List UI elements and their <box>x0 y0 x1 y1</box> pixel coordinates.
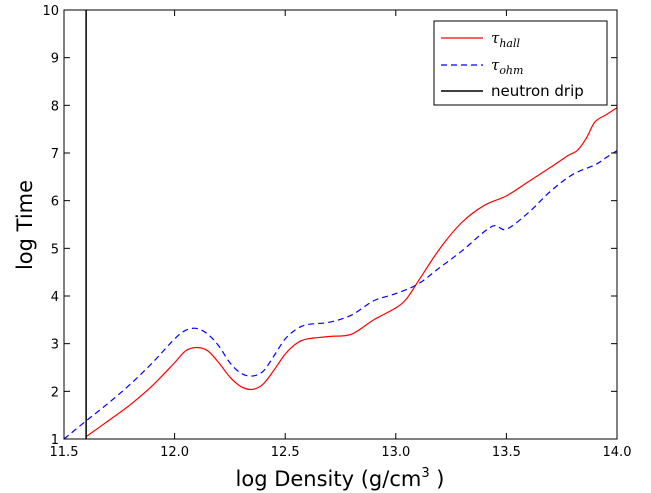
y-tick-label: 3 <box>51 338 59 353</box>
legend-hall-label-main: τ <box>491 29 500 47</box>
x-tick-label: 14.0 <box>603 445 632 460</box>
x-axis-title-sup: 3 <box>421 466 429 481</box>
series-tau-hall-line <box>85 107 618 438</box>
series-tau-ohm-line <box>63 150 618 440</box>
x-tick-label: 11.5 <box>50 445 79 460</box>
x-tick-label: 12.5 <box>271 445 300 460</box>
plot-frame <box>63 9 618 440</box>
x-axis-title-main: log Density (g/cm <box>236 467 422 491</box>
y-tick-label: 5 <box>51 242 59 257</box>
legend-drip-label: neutron drip <box>491 82 584 100</box>
legend-hall-label-sub: hall <box>499 37 520 50</box>
y-tick-label: 8 <box>51 99 59 114</box>
y-tick-label: 1 <box>51 433 59 448</box>
x-axis-title: log Density (g/cm3 ) <box>236 466 445 491</box>
x-tick-label: 12.0 <box>160 445 189 460</box>
y-tick-label: 9 <box>51 52 59 67</box>
legend-ohm-label-main: τ <box>491 56 500 74</box>
tick-layer: 11.5 12.0 12.5 13.0 13.5 14.0 1 2 3 4 5 6 7 8 9 10 <box>42 4 631 460</box>
y-tick-label: 7 <box>51 147 59 162</box>
y-tick-label: 4 <box>51 290 59 305</box>
y-tick-label: 6 <box>51 195 59 210</box>
legend-ohm-label: τohm <box>491 56 523 77</box>
y-tick-label: 2 <box>51 385 59 400</box>
y-axis-title: log Time <box>13 180 37 270</box>
x-tick-label: 13.0 <box>381 445 410 460</box>
legend-hall-label: τhall <box>491 29 520 50</box>
x-tick-label: 13.5 <box>492 445 521 460</box>
y-tick-label: 10 <box>42 4 59 19</box>
legend: τhall τohm neutron drip <box>433 20 608 106</box>
x-axis-title-end: ) <box>430 467 445 491</box>
legend-ohm-label-sub: ohm <box>499 64 523 77</box>
series-layer <box>63 10 618 440</box>
